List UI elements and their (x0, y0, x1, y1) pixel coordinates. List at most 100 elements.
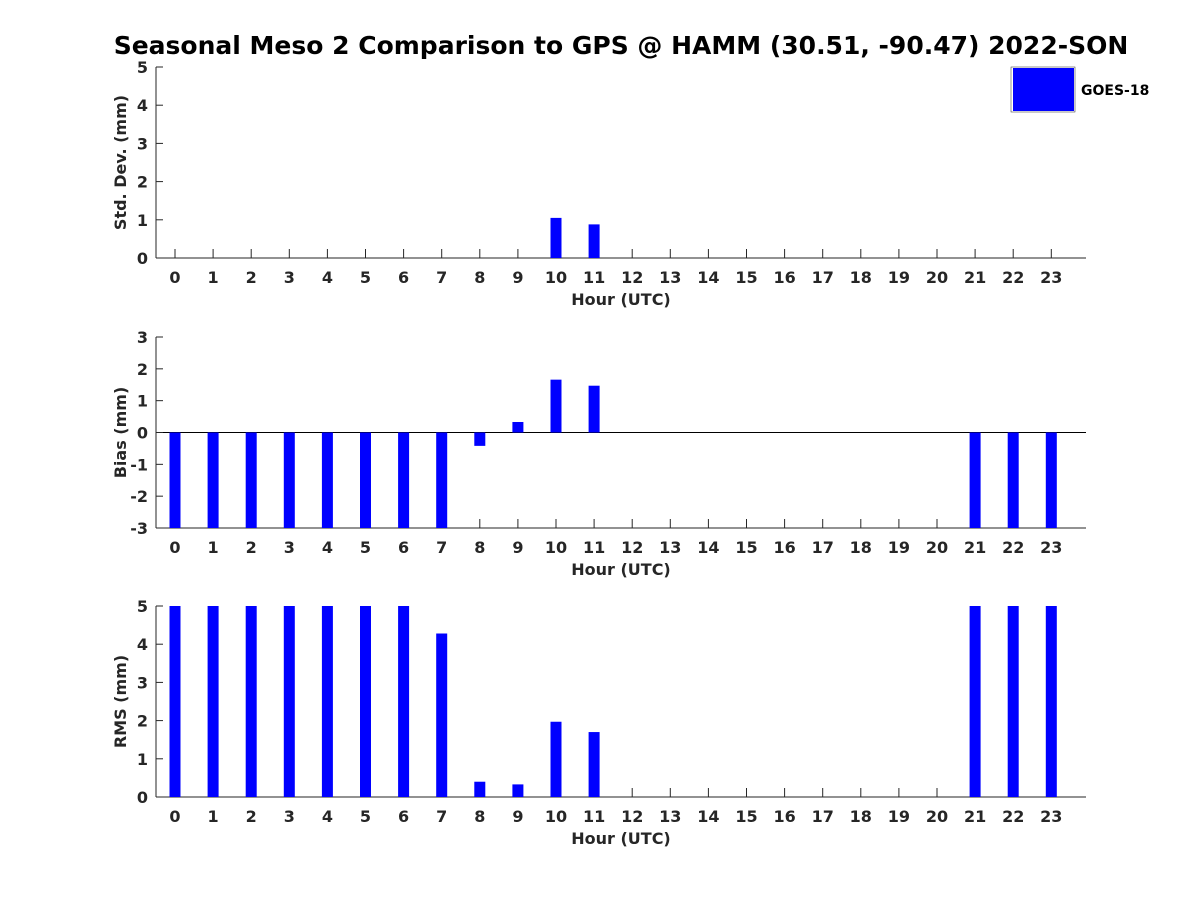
rms-ytick-label: 5 (137, 597, 148, 616)
rms-bar-hour-4 (321, 606, 333, 797)
bias-xtick-label: 5 (360, 538, 371, 557)
rms-xtick-label: 15 (735, 807, 757, 826)
std-ytick-label: 1 (137, 211, 148, 230)
std-xtick-label: 2 (246, 268, 257, 287)
rms-ytick-label: 4 (137, 635, 148, 654)
bias-xtick-label: 7 (436, 538, 447, 557)
std-xtick-label: 3 (284, 268, 295, 287)
bias-bar-hour-1 (207, 432, 219, 528)
bias-xtick-label: 3 (284, 538, 295, 557)
rms-ytick-label: 3 (137, 673, 148, 692)
std-xtick-label: 10 (545, 268, 567, 287)
bias-xtick-label: 10 (545, 538, 567, 557)
std-xtick-label: 9 (512, 268, 523, 287)
bias-xtick-label: 6 (398, 538, 409, 557)
rms-xtick-label: 18 (850, 807, 872, 826)
rms-xtick-label: 12 (621, 807, 643, 826)
std-xtick-label: 23 (1040, 268, 1062, 287)
std-ytick-label: 5 (137, 58, 148, 77)
std-xtick-label: 19 (888, 268, 910, 287)
std-xtick-label: 5 (360, 268, 371, 287)
bias-bar-hour-8 (474, 432, 486, 446)
std-ytick-label: 2 (137, 173, 148, 192)
legend: GOES-18 (1010, 66, 1149, 113)
bias-ytick-label: -3 (130, 519, 148, 538)
rms-xtick-label: 16 (773, 807, 795, 826)
bias-ytick-label: -2 (130, 487, 148, 506)
rms-bar-hour-21 (969, 606, 981, 797)
bias-xtick-label: 1 (208, 538, 219, 557)
rms-xtick-label: 10 (545, 807, 567, 826)
std-xtick-label: 17 (812, 268, 834, 287)
rms-xtick-label: 19 (888, 807, 910, 826)
chart-title: Seasonal Meso 2 Comparison to GPS @ HAMM… (114, 31, 1129, 60)
bias-bar-hour-21 (969, 432, 981, 528)
rms-xtick-label: 11 (583, 807, 605, 826)
rms-bar-hour-5 (360, 606, 371, 797)
rms-bar-hour-8 (474, 781, 486, 797)
rms-bar-hour-6 (398, 606, 410, 797)
rms-xtick-label: 1 (208, 807, 219, 826)
std-ytick-label: 4 (137, 96, 148, 115)
rms-bar-hour-1 (207, 606, 219, 797)
std-xtick-label: 16 (773, 268, 795, 287)
std-xtick-label: 12 (621, 268, 643, 287)
bias-xtick-label: 9 (512, 538, 523, 557)
bias-bar-hour-4 (321, 432, 333, 528)
bias-bar-hour-7 (436, 432, 448, 528)
bias-xtick-label: 20 (926, 538, 948, 557)
bias-xtick-label: 17 (812, 538, 834, 557)
rms-xtick-label: 7 (436, 807, 447, 826)
std-xtick-label: 14 (697, 268, 719, 287)
bias-bar-hour-10 (550, 379, 562, 433)
bias-xtick-label: 18 (850, 538, 872, 557)
std-bar-hour-10 (550, 217, 562, 258)
rms-xtick-label: 20 (926, 807, 948, 826)
std-xtick-label: 21 (964, 268, 986, 287)
std-bar-hour-11 (588, 224, 600, 258)
std-xtick-label: 7 (436, 268, 447, 287)
std-xtick-label: 11 (583, 268, 605, 287)
bias-ytick-label: -1 (130, 455, 148, 474)
bias-xtick-label: 16 (773, 538, 795, 557)
bias-xtick-label: 4 (322, 538, 333, 557)
rms-bar-hour-3 (283, 606, 295, 797)
bias-bar-hour-3 (283, 432, 295, 528)
std-x-axis-label: Hour (UTC) (571, 290, 671, 309)
rms-xtick-label: 13 (659, 807, 681, 826)
rms-bar-hour-0 (169, 606, 181, 797)
bias-ytick-label: 3 (137, 328, 148, 347)
bias-xtick-label: 8 (474, 538, 485, 557)
rms-bar-hour-11 (588, 732, 600, 797)
bias-xtick-label: 2 (246, 538, 257, 557)
std-xtick-label: 1 (208, 268, 219, 287)
bias-xtick-label: 11 (583, 538, 605, 557)
std-xtick-label: 8 (474, 268, 485, 287)
rms-bar-hour-22 (1007, 606, 1019, 797)
std-y-axis-label: Std. Dev. (mm) (111, 95, 130, 230)
bias-bar-hour-2 (245, 432, 257, 528)
rms-bar-hour-23 (1045, 606, 1057, 797)
legend-swatch (1013, 68, 1074, 111)
rms-xtick-label: 2 (246, 807, 257, 826)
bias-xtick-label: 14 (697, 538, 719, 557)
std-xtick-label: 0 (169, 268, 180, 287)
bias-xtick-label: 15 (735, 538, 757, 557)
bias-xtick-label: 19 (888, 538, 910, 557)
bias-bar-hour-23 (1045, 432, 1057, 528)
bias-bar-hour-0 (169, 432, 181, 528)
std-xtick-label: 22 (1002, 268, 1024, 287)
rms-xtick-label: 17 (812, 807, 834, 826)
std-ytick-label: 0 (137, 249, 148, 268)
bias-bar-hour-6 (398, 432, 410, 528)
std-xtick-label: 15 (735, 268, 757, 287)
rms-ytick-label: 2 (137, 712, 148, 731)
rms-xtick-label: 4 (322, 807, 333, 826)
std-ytick-label: 3 (137, 134, 148, 153)
rms-y-axis-label: RMS (mm) (111, 655, 130, 748)
rms-bar-hour-7 (436, 633, 448, 797)
